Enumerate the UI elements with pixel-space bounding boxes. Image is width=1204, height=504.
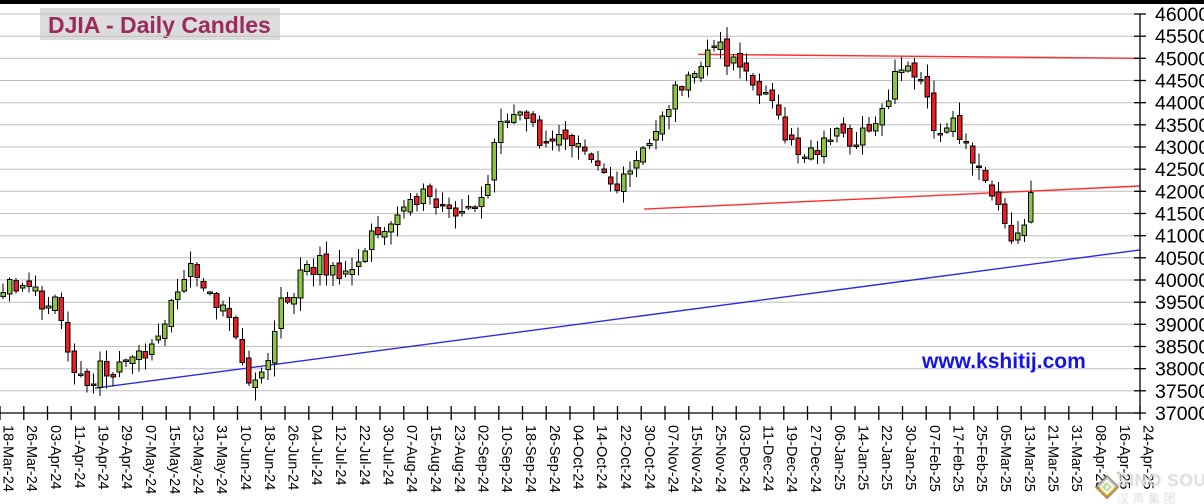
svg-text:44500: 44500: [1155, 71, 1204, 93]
svg-text:29-Apr-24: 29-Apr-24: [118, 425, 134, 489]
svg-text:30-Jan-25: 30-Jan-25: [902, 425, 918, 490]
svg-text:39500: 39500: [1155, 292, 1204, 314]
svg-text:SINO SOUND: SINO SOUND: [1117, 470, 1204, 490]
svg-text:41500: 41500: [1155, 204, 1204, 226]
svg-text:19-Apr-24: 19-Apr-24: [95, 425, 111, 489]
svg-text:25-Feb-25: 25-Feb-25: [973, 425, 989, 492]
svg-text:汉声集团: 汉声集团: [1117, 491, 1179, 504]
svg-text:18-Jun-24: 18-Jun-24: [261, 425, 277, 490]
svg-text:17-Feb-25: 17-Feb-25: [950, 425, 966, 492]
svg-text:44000: 44000: [1155, 93, 1204, 115]
svg-text:10-Sep-24: 10-Sep-24: [498, 425, 514, 493]
svg-text:23-Aug-24: 23-Aug-24: [451, 425, 467, 493]
svg-text:23-May-24: 23-May-24: [190, 425, 206, 494]
svg-text:26-Sep-24: 26-Sep-24: [546, 425, 562, 493]
svg-text:07-May-24: 07-May-24: [142, 425, 158, 494]
svg-text:38500: 38500: [1155, 337, 1204, 359]
svg-text:13-Mar-25: 13-Mar-25: [1021, 425, 1037, 492]
svg-text:15-Aug-24: 15-Aug-24: [427, 425, 443, 493]
svg-text:26-Mar-24: 26-Mar-24: [23, 425, 39, 492]
svg-text:31-May-24: 31-May-24: [213, 425, 229, 494]
svg-text:45500: 45500: [1155, 26, 1204, 48]
svg-text:22-Jul-24: 22-Jul-24: [356, 425, 372, 485]
svg-text:40000: 40000: [1155, 270, 1204, 292]
svg-text:43000: 43000: [1155, 137, 1204, 159]
svg-text:26-Jun-24: 26-Jun-24: [285, 425, 301, 490]
svg-text:45000: 45000: [1155, 48, 1204, 70]
svg-text:41000: 41000: [1155, 226, 1204, 248]
svg-text:04-Jul-24: 04-Jul-24: [308, 425, 324, 485]
svg-text:37500: 37500: [1155, 381, 1204, 403]
svg-text:30-Jul-24: 30-Jul-24: [380, 425, 396, 485]
svg-text:37000: 37000: [1155, 403, 1204, 425]
svg-text:43500: 43500: [1155, 115, 1204, 137]
svg-text:40500: 40500: [1155, 248, 1204, 270]
svg-text:14-Oct-24: 14-Oct-24: [593, 425, 609, 489]
svg-text:11-Apr-24: 11-Apr-24: [71, 425, 87, 488]
svg-text:18-Sep-24: 18-Sep-24: [522, 425, 538, 493]
svg-text:10-Jun-24: 10-Jun-24: [237, 425, 253, 490]
svg-text:14-Jan-25: 14-Jan-25: [855, 425, 871, 490]
svg-text:02-Sep-24: 02-Sep-24: [475, 425, 491, 493]
svg-text:04-Oct-24: 04-Oct-24: [570, 425, 586, 489]
svg-text:07-Aug-24: 07-Aug-24: [403, 425, 419, 493]
svg-text:21-Mar-25: 21-Mar-25: [1045, 425, 1061, 492]
svg-text:11-Dec-24: 11-Dec-24: [760, 425, 776, 492]
svg-text:07-Feb-25: 07-Feb-25: [926, 425, 942, 492]
svg-text:03-Apr-24: 03-Apr-24: [47, 425, 63, 489]
svg-text:22-Oct-24: 22-Oct-24: [617, 425, 633, 489]
svg-text:39000: 39000: [1155, 314, 1204, 336]
svg-text:42000: 42000: [1155, 181, 1204, 203]
svg-text:31-Mar-25: 31-Mar-25: [1068, 425, 1084, 492]
svg-text:07-Nov-24: 07-Nov-24: [665, 425, 681, 493]
svg-text:25-Nov-24: 25-Nov-24: [712, 425, 728, 493]
svg-text:12-Jul-24: 12-Jul-24: [332, 425, 348, 485]
svg-text:05-Mar-25: 05-Mar-25: [997, 425, 1013, 492]
svg-text:03-Dec-24: 03-Dec-24: [736, 425, 752, 493]
svg-text:06-Jan-25: 06-Jan-25: [831, 425, 847, 490]
svg-text:46000: 46000: [1155, 4, 1204, 26]
svg-text:27-Dec-24: 27-Dec-24: [807, 425, 823, 493]
svg-text:22-Jan-25: 22-Jan-25: [878, 425, 894, 490]
svg-text:15-Nov-24: 15-Nov-24: [688, 425, 704, 493]
svg-text:18-Mar-24: 18-Mar-24: [0, 425, 16, 492]
svg-text:38000: 38000: [1155, 359, 1204, 381]
svg-text:30-Oct-24: 30-Oct-24: [641, 425, 657, 489]
svg-text:19-Dec-24: 19-Dec-24: [783, 425, 799, 493]
svg-text:15-May-24: 15-May-24: [166, 425, 182, 494]
svg-text:42500: 42500: [1155, 159, 1204, 181]
